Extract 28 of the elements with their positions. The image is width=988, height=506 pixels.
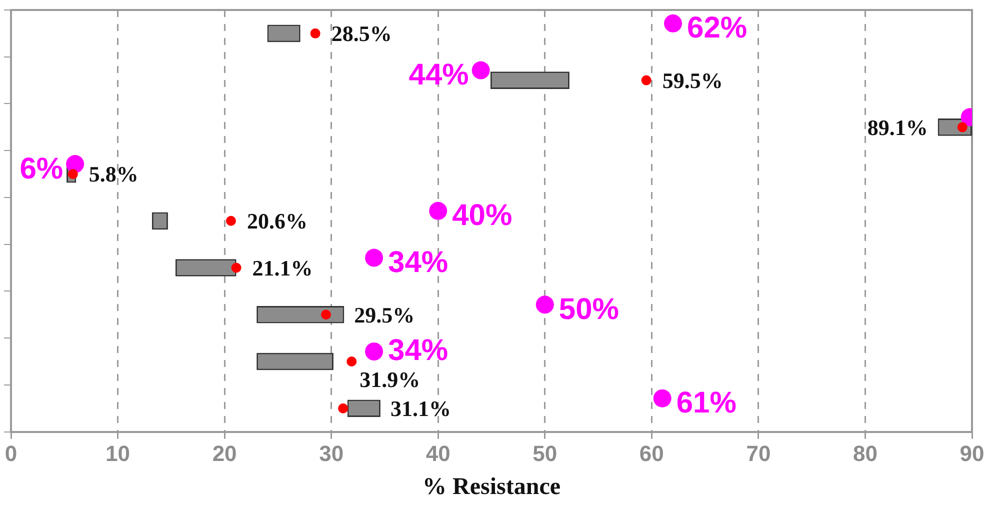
data-label: 21.1%	[252, 255, 313, 280]
data-label: 5.8%	[88, 162, 138, 187]
data-label: 6%	[20, 152, 64, 186]
x-tick-label: 0	[4, 441, 18, 466]
x-tick-label: 70	[746, 441, 771, 466]
data-label: 34%	[388, 334, 448, 367]
data-label: 40%	[452, 199, 512, 232]
data-label: 44%	[408, 58, 469, 92]
data-label: 34%	[388, 246, 448, 280]
data-label: 29.5%	[354, 302, 415, 328]
data-label: 50%	[558, 292, 619, 326]
data-label: 31.9%	[360, 367, 420, 392]
x-tick-label: 50	[532, 441, 558, 466]
data-label: 61%	[676, 386, 736, 420]
x-tick-label: 40	[426, 441, 450, 466]
data-label: 20.6%	[246, 208, 308, 234]
data-label: 28.5%	[331, 21, 392, 46]
data-label: 62%	[687, 12, 748, 45]
x-tick-label: 30	[319, 441, 344, 466]
x-tick-label: 10	[106, 441, 130, 466]
x-tick-label: 60	[639, 441, 664, 466]
x-axis-title: % Resistance	[422, 474, 561, 500]
x-tick-label: 20	[212, 441, 237, 466]
x-tick-label: 90	[960, 441, 984, 466]
data-label: 89.1%	[867, 114, 928, 140]
x-tick-label: 80	[852, 441, 878, 466]
data-label: 31.1%	[390, 396, 451, 422]
data-label: 59.5%	[662, 68, 723, 93]
